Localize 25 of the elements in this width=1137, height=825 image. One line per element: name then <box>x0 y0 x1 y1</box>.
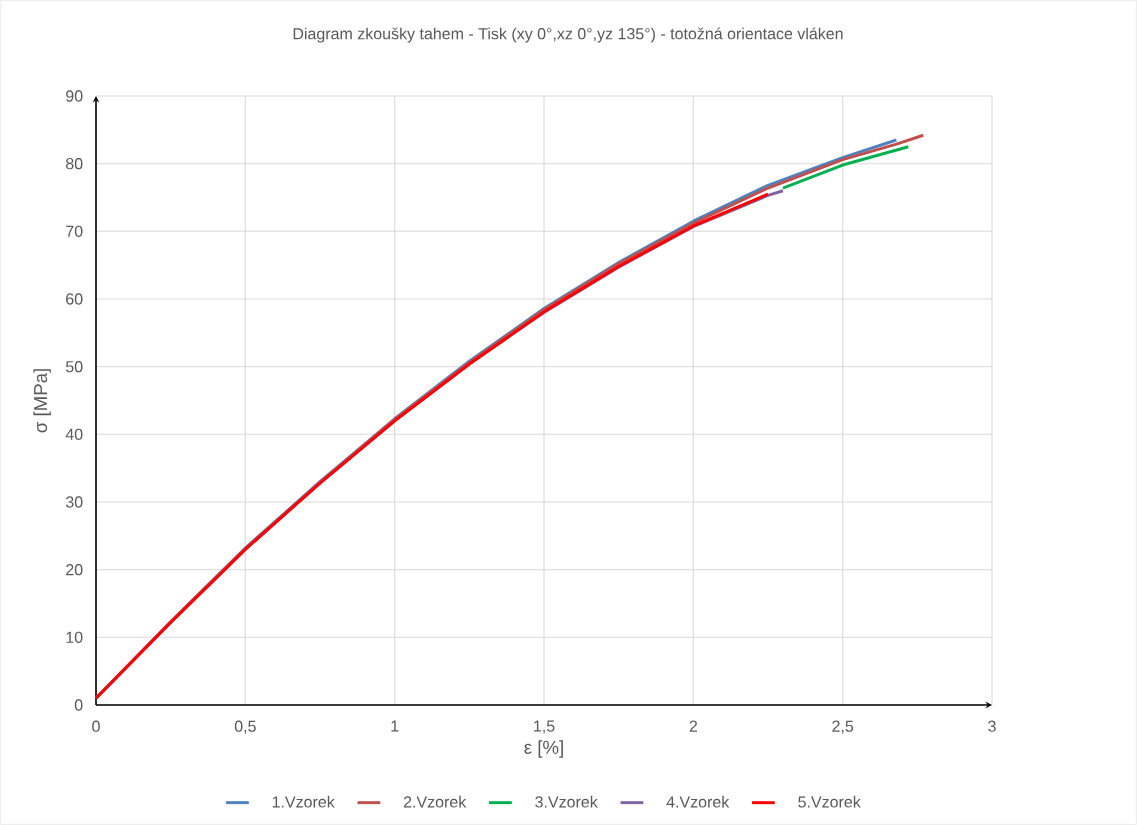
legend-label: 5.Vzorek <box>798 795 861 808</box>
y-tick-label: 90 <box>66 90 83 102</box>
legend-label: 4.Vzorek <box>666 795 730 808</box>
y-axis-title: σ [MPa] <box>33 369 51 433</box>
x-tick-label: 0 <box>92 720 100 732</box>
y-tick-label: 10 <box>66 631 83 643</box>
y-tick-label: 30 <box>65 496 83 508</box>
chart-title: Diagram zkoušky tahem - Tisk (xy 0°,xz 0°,yz 135°) - totožná orientace vláken <box>293 27 843 43</box>
y-tick-label: 50 <box>65 361 83 373</box>
legend-label: 2.Vzorek <box>403 795 467 808</box>
y-tick-label: 60 <box>66 293 83 305</box>
x-tick-label: 0,5 <box>234 720 256 734</box>
x-axis-title: ε [%] <box>524 740 563 758</box>
y-tick-label: 40 <box>65 428 83 440</box>
y-tick-label: 80 <box>66 158 83 170</box>
legend-label: 3.Vzorek <box>535 795 598 808</box>
x-tick-label: 1,5 <box>534 720 555 734</box>
y-tick-label: 20 <box>66 564 83 576</box>
legend-label: 1.Vzorek <box>272 795 335 808</box>
x-tick-label: 1 <box>391 720 399 732</box>
x-tick-label: 2,5 <box>832 720 854 734</box>
y-tick-label: 0 <box>74 699 83 711</box>
y-tick-label: 70 <box>66 225 83 237</box>
x-tick-label: 2 <box>689 720 697 732</box>
x-tick-label: 3 <box>988 720 996 732</box>
